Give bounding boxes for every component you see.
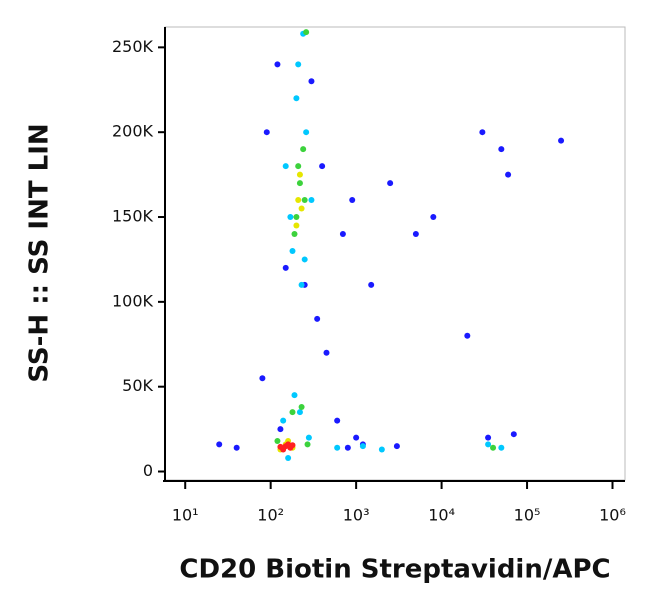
point xyxy=(282,163,289,170)
point xyxy=(298,205,305,212)
point xyxy=(485,434,492,441)
point xyxy=(498,444,505,451)
point xyxy=(368,281,375,288)
point xyxy=(558,137,565,144)
point xyxy=(293,95,300,102)
y-tick-label: 150K xyxy=(112,207,154,226)
x-tick-label: 10⁶ xyxy=(599,506,626,525)
point xyxy=(300,146,307,153)
y-tick-label: 50K xyxy=(122,376,153,395)
point xyxy=(291,230,298,237)
point xyxy=(274,437,281,444)
x-tick-label: 10² xyxy=(257,506,284,525)
point xyxy=(259,375,266,382)
point xyxy=(430,214,437,221)
point xyxy=(303,129,310,136)
point xyxy=(308,197,315,204)
point xyxy=(344,444,351,451)
point xyxy=(301,197,308,204)
point xyxy=(359,443,366,450)
point xyxy=(293,222,300,229)
point xyxy=(305,434,312,441)
point xyxy=(303,29,310,36)
point xyxy=(301,256,308,263)
point xyxy=(233,444,240,451)
point xyxy=(304,441,311,448)
point xyxy=(295,61,302,68)
point xyxy=(378,446,385,453)
y-tick-label: 250K xyxy=(112,37,154,56)
point xyxy=(280,417,287,424)
point xyxy=(485,441,492,448)
point xyxy=(291,392,298,399)
point xyxy=(296,171,303,178)
point xyxy=(412,230,419,237)
point xyxy=(277,443,284,450)
y-tick-label: 200K xyxy=(112,122,154,141)
point xyxy=(498,146,505,153)
x-tick-label: 10³ xyxy=(343,506,370,525)
point xyxy=(289,247,296,254)
point xyxy=(334,444,341,451)
y-axis-title: SS-H :: SS INT LIN xyxy=(25,123,55,382)
point xyxy=(287,214,294,221)
point xyxy=(393,443,400,450)
point xyxy=(216,441,223,448)
point xyxy=(293,214,300,221)
point xyxy=(319,163,326,170)
point xyxy=(282,264,289,271)
point xyxy=(296,180,303,187)
point xyxy=(277,426,284,433)
point xyxy=(490,444,497,451)
point xyxy=(510,431,517,438)
point xyxy=(295,163,302,170)
plot-frame xyxy=(164,26,626,481)
point xyxy=(296,409,303,416)
point xyxy=(298,404,305,411)
point xyxy=(339,230,346,237)
x-tick-label: 10⁵ xyxy=(514,506,541,525)
point xyxy=(314,315,321,322)
point xyxy=(298,281,305,288)
point xyxy=(479,129,486,136)
point xyxy=(505,171,512,178)
point xyxy=(464,332,471,339)
point xyxy=(323,349,330,356)
point xyxy=(387,180,394,187)
point xyxy=(263,129,270,136)
y-tick-label: 100K xyxy=(112,291,154,310)
y-tick-label: 0 xyxy=(143,461,153,480)
point xyxy=(353,434,360,441)
point xyxy=(289,409,296,416)
point xyxy=(274,61,281,68)
x-tick-label: 10⁴ xyxy=(428,506,455,525)
point xyxy=(308,78,315,85)
point xyxy=(289,442,296,449)
x-axis-title: CD20 Biotin Streptavidin/APC xyxy=(179,555,610,585)
point xyxy=(349,197,356,204)
point xyxy=(285,454,292,461)
point xyxy=(295,197,302,204)
x-tick-label: 10¹ xyxy=(172,506,199,525)
point xyxy=(334,417,341,424)
